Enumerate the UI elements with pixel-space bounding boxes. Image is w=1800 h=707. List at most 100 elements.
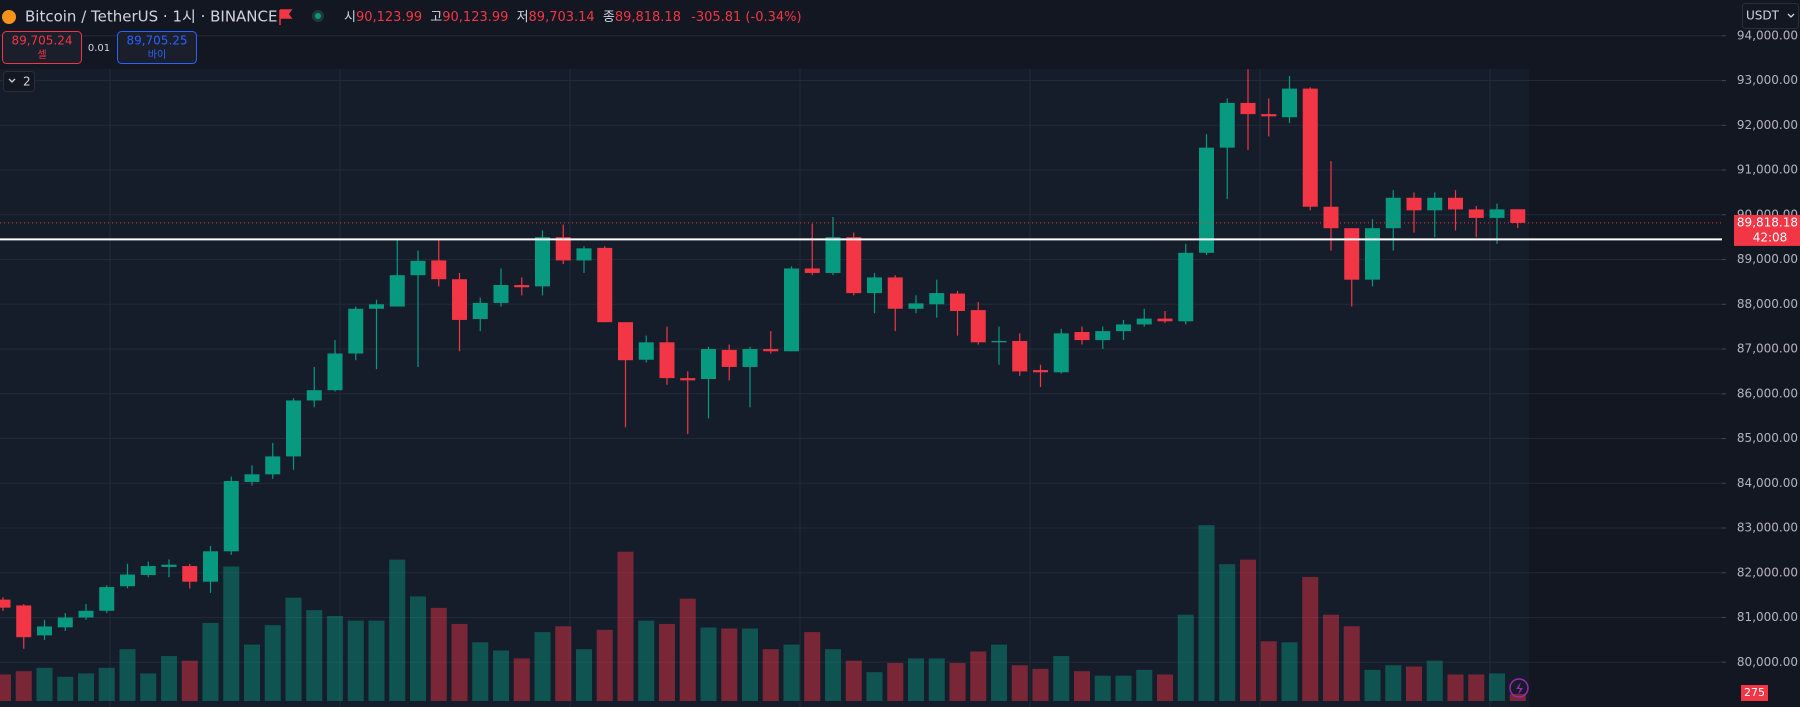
volume-bar (1489, 673, 1505, 701)
candle-body (1302, 88, 1318, 207)
volume-bar (1198, 525, 1215, 701)
volume-bar (1219, 564, 1236, 701)
y-tick-label: 87,000.00 (1737, 342, 1798, 356)
candle-body (1116, 324, 1131, 332)
volume-bar (659, 623, 675, 701)
candle-body (763, 349, 779, 352)
candle-body (742, 349, 758, 367)
volume-bar (493, 650, 509, 701)
indicator-count: 2 (23, 75, 31, 89)
ohlc-label: 시 (344, 10, 356, 25)
volume-bar (1385, 665, 1402, 701)
lightning-icon (1516, 682, 1523, 695)
price-axis-labels: 80,000.00 81,000.00 82,000.00 83,000.00 84,0… (1722, 28, 1798, 669)
candle-body (1033, 370, 1048, 373)
volume-bar (1053, 656, 1070, 701)
y-tick-label: 81,000.00 (1737, 610, 1798, 624)
candle-body (140, 566, 156, 575)
candle-body (1323, 206, 1339, 229)
volume-bar (140, 673, 157, 701)
buy-label: 바이 (148, 49, 166, 61)
candle-body (1261, 114, 1277, 117)
volume-bar (430, 607, 447, 701)
candle-body (555, 237, 571, 261)
y-tick-label: 93,000.00 (1737, 73, 1798, 87)
sell-button[interactable] (2, 31, 82, 64)
candle-body (389, 275, 405, 307)
chevron (8, 78, 16, 83)
status-dot (315, 13, 321, 19)
volume-bar (908, 658, 924, 701)
volume-bar (1323, 614, 1339, 701)
overlay (0, 222, 1734, 241)
volume-bar (264, 625, 281, 701)
volume-bar (1157, 674, 1173, 701)
flag[interactable] (279, 9, 293, 25)
volume-bar (825, 649, 841, 701)
candle-body (1365, 228, 1380, 280)
ohlc-label: 고 (430, 10, 442, 25)
volume-bar (1074, 671, 1090, 701)
last-price-label: 89,818.18 (1737, 215, 1798, 229)
volume-bar (223, 566, 240, 701)
sell-price: 89,705.24 (11, 34, 72, 48)
candle-body (78, 610, 94, 618)
candle-body (1282, 88, 1297, 118)
volume-bar (57, 676, 74, 701)
ohlc-value: 90,123.99 (356, 10, 422, 25)
candle-body (452, 279, 467, 320)
candle-body (1510, 209, 1526, 223)
candle-body (286, 400, 301, 457)
candle-body (1240, 102, 1256, 115)
ohlc-label: 종 (603, 10, 615, 25)
volume-bar (866, 672, 883, 701)
volume-bar (0, 674, 11, 701)
volume-bar (1364, 669, 1381, 701)
candle-body (597, 247, 613, 323)
volume-bar (949, 662, 966, 701)
volume-bar (98, 667, 115, 701)
candle-body (410, 260, 426, 276)
candle-body (0, 599, 11, 608)
indicator-toggle[interactable] (3, 71, 35, 92)
buy-button[interactable] (117, 31, 197, 64)
candle-body (950, 293, 965, 311)
volume-bar (513, 658, 530, 701)
volume-bar (347, 620, 364, 701)
chevron (1787, 13, 1795, 18)
candle-body (472, 302, 488, 320)
candles (0, 69, 1526, 649)
volume-bar (679, 598, 696, 701)
candle-body (514, 285, 530, 288)
sell-label: 셀 (37, 49, 46, 61)
candle-body (576, 248, 592, 261)
price-axis (1722, 0, 1800, 707)
candle-body (1344, 228, 1360, 280)
volume-bar (804, 632, 821, 701)
candle-body (37, 626, 52, 636)
y-tick-label: 94,000.00 (1737, 28, 1798, 42)
y-tick-label: 80,000.00 (1737, 655, 1798, 669)
candle-body (1178, 252, 1194, 322)
candle-body (1053, 333, 1069, 373)
volume-bar (700, 627, 717, 701)
volume-bar (244, 644, 260, 701)
candle-body (867, 277, 882, 294)
volume-bar (1447, 674, 1464, 701)
quantity[interactable]: 0.01 (88, 43, 110, 54)
candle-body (701, 349, 716, 380)
volume-bar (472, 642, 489, 701)
volume-bar (1281, 642, 1298, 701)
volume-bar (1260, 641, 1277, 701)
lightning-button[interactable] (1509, 678, 1529, 698)
candle-body (970, 310, 986, 343)
candle-body (16, 605, 32, 638)
candle-body (306, 390, 322, 401)
currency-select[interactable] (1742, 3, 1799, 29)
volume-label-box (1741, 685, 1768, 701)
volume-bar (783, 644, 800, 701)
volume-bar (555, 626, 572, 701)
candle-body (223, 481, 239, 552)
